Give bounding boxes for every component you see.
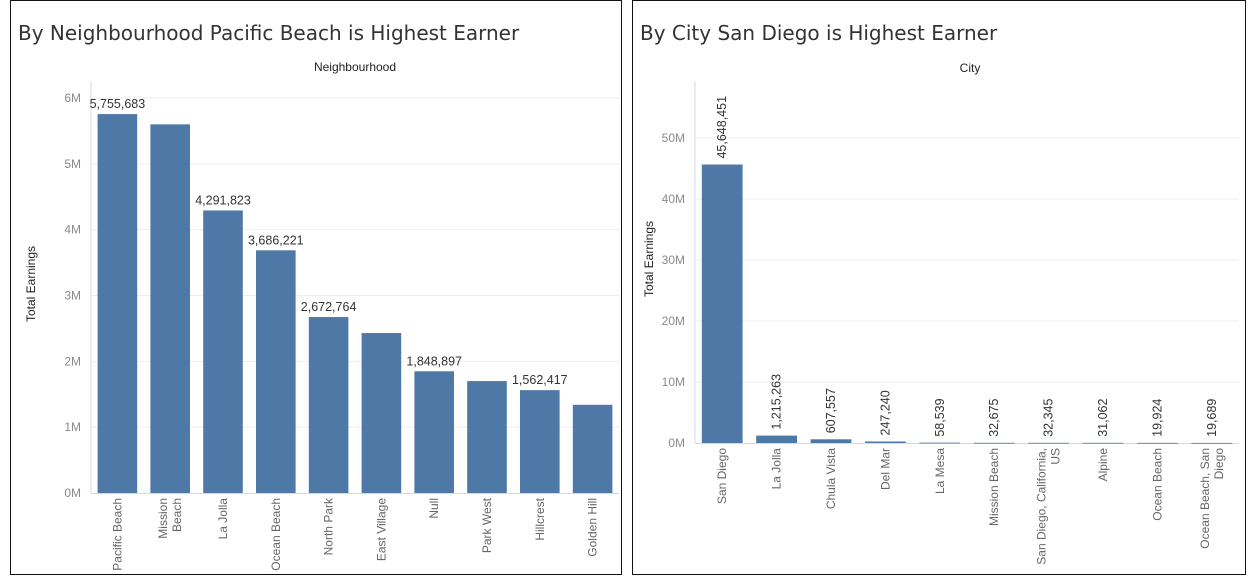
x-category-label: East Village	[374, 498, 388, 561]
x-category-label: Mission	[156, 498, 170, 539]
bar	[701, 164, 743, 444]
x-category-label: Mission Beach	[987, 448, 1001, 526]
data-label: 2,672,764	[301, 300, 357, 314]
x-category-label: La Jolla	[770, 448, 784, 490]
bar	[1191, 442, 1233, 444]
x-category-label: Ocean Beach	[1150, 448, 1164, 521]
bar	[1082, 442, 1124, 444]
data-label: 32,345	[1042, 399, 1056, 437]
y-tick-label: 20M	[662, 314, 685, 328]
bar	[520, 390, 560, 493]
data-label: 19,689	[1205, 399, 1219, 437]
bar	[919, 442, 961, 444]
bar	[203, 210, 243, 493]
y-tick-label: 50M	[662, 131, 685, 145]
x-category-label: Chula Vista	[824, 448, 838, 509]
bar	[308, 317, 349, 493]
y-axis-title: Total Earnings	[24, 246, 38, 322]
bar	[150, 124, 190, 493]
y-tick-label: 4M	[64, 223, 81, 237]
data-label: 31,062	[1096, 399, 1110, 437]
bar	[361, 333, 402, 493]
neighbourhood-chart-panel: By Neighbourhood Pacific Beach is Highes…	[10, 0, 622, 575]
x-category-label: North Park	[322, 497, 336, 555]
x-category-label: Diego	[1212, 448, 1226, 480]
bar	[756, 435, 797, 443]
y-tick-label: 3M	[64, 289, 81, 303]
y-tick-label: 40M	[662, 192, 685, 206]
data-label: 32,675	[987, 399, 1001, 437]
x-category-label: San Diego	[715, 448, 729, 504]
bar	[973, 442, 1015, 444]
chart-title: By Neighbourhood Pacific Beach is Highes…	[18, 21, 520, 45]
x-category-label: Del Mar	[878, 448, 892, 490]
data-label: 1,848,897	[406, 354, 462, 368]
x-category-label: La Jolla	[216, 498, 230, 540]
data-label: 19,924	[1150, 399, 1164, 437]
data-label: 58,539	[933, 398, 947, 436]
x-axis-header: City	[960, 61, 981, 75]
x-axis-header: Neighbourhood	[314, 60, 396, 74]
data-label: 247,240	[878, 390, 892, 435]
data-label: 607,557	[824, 388, 838, 433]
data-label: 1,215,263	[770, 374, 784, 430]
x-category-label: Beach	[170, 498, 184, 532]
x-category-label: Null	[427, 498, 441, 519]
bar	[1137, 442, 1178, 444]
x-category-label: Pacific Beach	[110, 498, 124, 571]
bar	[810, 439, 852, 443]
data-label: 5,755,683	[90, 97, 146, 111]
x-category-label: La Mesa	[933, 448, 947, 494]
x-category-label: Alpine	[1096, 448, 1110, 482]
x-category-label: Golden Hill	[586, 498, 600, 557]
x-category-label: Hillcrest	[533, 497, 547, 540]
y-tick-label: 6M	[64, 91, 81, 105]
city-chart-panel: By City San Diego is Highest Earner City…	[632, 0, 1246, 575]
data-label: 1,562,417	[512, 373, 568, 387]
bar	[414, 371, 454, 493]
chart-title: By City San Diego is Highest Earner	[640, 21, 998, 45]
x-category-label: Ocean Beach, San	[1198, 448, 1212, 549]
bar	[467, 381, 507, 493]
x-category-label: San Diego, California,	[1035, 448, 1049, 565]
bar	[572, 404, 613, 493]
y-axis-title: Total Earnings	[642, 221, 656, 297]
x-category-label: US	[1049, 448, 1063, 465]
x-category-label: Park West	[480, 497, 494, 553]
x-category-label: Ocean Beach	[269, 498, 283, 571]
data-label: 4,291,823	[195, 193, 251, 207]
bar	[97, 114, 138, 494]
bar	[865, 441, 906, 443]
y-tick-label: 10M	[662, 375, 685, 389]
data-label: 45,648,451	[715, 96, 729, 159]
y-tick-label: 30M	[662, 253, 685, 267]
y-tick-label: 1M	[64, 420, 81, 434]
data-label: 3,686,221	[248, 233, 304, 247]
neighbourhood-bar-chart: Neighbourhood Total Earnings 0M 1M 2M 3M 4M 5…	[24, 60, 619, 571]
y-tick-label: 0M	[668, 436, 685, 450]
y-tick-label: 2M	[64, 354, 81, 368]
y-tick-label: 5M	[64, 157, 81, 171]
bar	[256, 250, 296, 493]
city-bar-chart: City Total Earnings 0M 10M 20M 30M 40M 50M 45…	[642, 61, 1239, 565]
y-tick-label: 0M	[64, 486, 81, 500]
bar	[1028, 442, 1069, 444]
